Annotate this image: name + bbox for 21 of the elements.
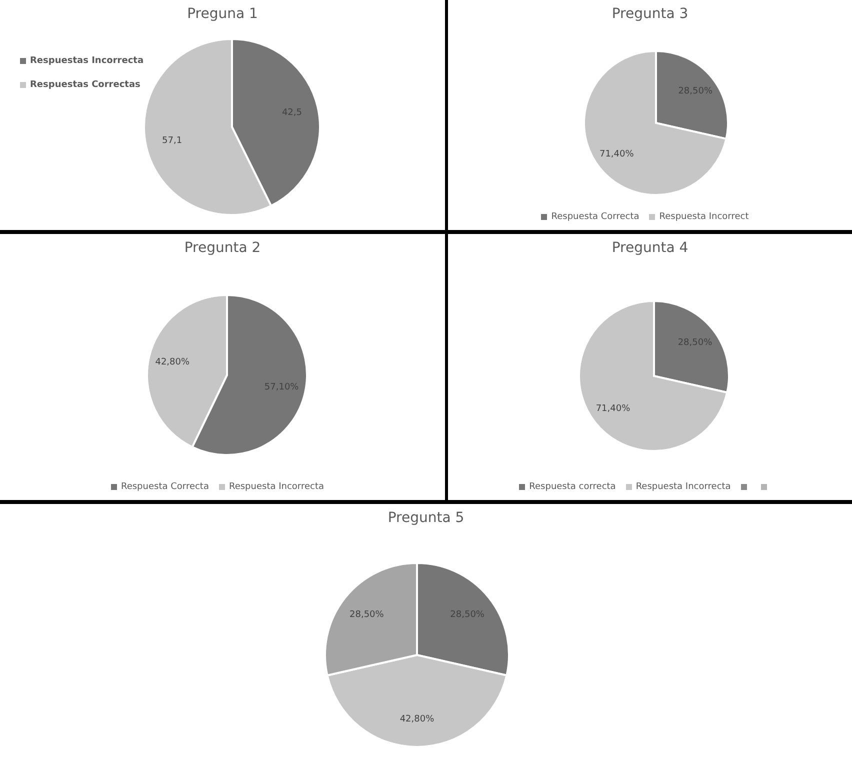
legend-label: Respuesta correcta <box>529 482 616 492</box>
legend-label: Respuesta Correcta <box>120 482 209 492</box>
pie-slice <box>583 50 728 196</box>
pie-slice <box>578 300 728 452</box>
legend-label: Respuesta Incorrecta <box>636 482 731 492</box>
chart-title: Preguna 1 <box>186 6 259 22</box>
legend-label: Respuestas Correctas <box>30 80 140 90</box>
legend-label: Respuesta Incorrecta <box>228 482 324 492</box>
data-label: 28,50% <box>350 610 384 620</box>
data-label: 71,40% <box>596 404 631 414</box>
data-label: 57,1 <box>162 136 182 146</box>
chart-title: Pregunta 3 <box>610 6 690 22</box>
data-label: 71,40% <box>599 149 634 160</box>
data-label: 42,80% <box>400 714 435 724</box>
chart-title: Pregunta 4 <box>610 240 690 256</box>
legend-label: Respuesta Incorrect <box>659 212 749 222</box>
data-label: 42,80% <box>155 358 190 368</box>
chart-title: Pregunta 5 <box>386 510 466 526</box>
legend-label: Respuesta Correcta <box>551 212 640 222</box>
chart-title: Pregunta 2 <box>183 240 262 256</box>
legend-label: Respuestas Incorrecta <box>30 56 144 66</box>
